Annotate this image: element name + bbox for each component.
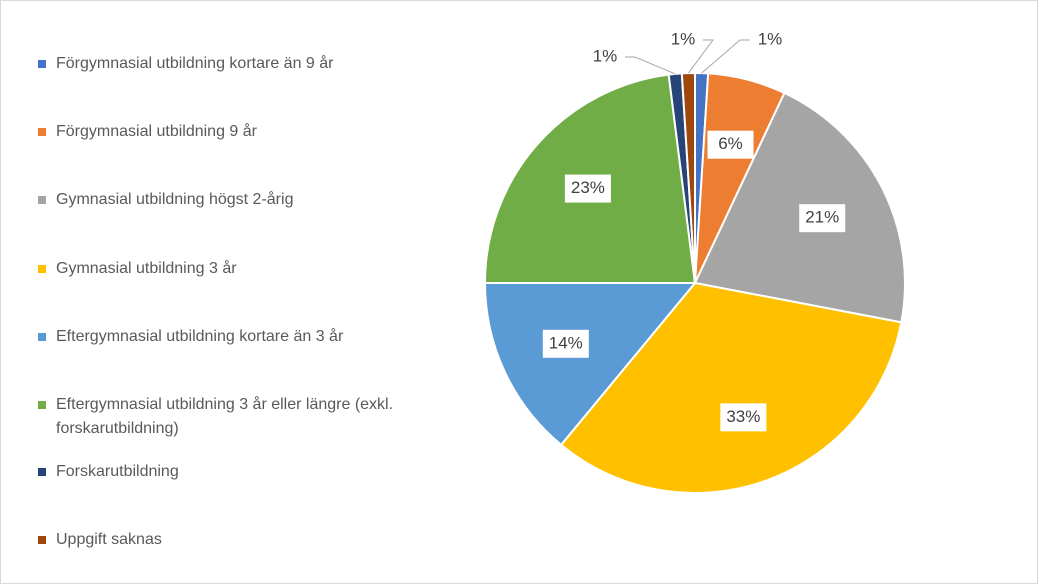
leader-line [625, 56, 676, 75]
label-box [799, 204, 846, 233]
legend-item: Eftergymnasial utbildning 3 år eller län… [38, 393, 401, 441]
legend-label: Eftergymnasial utbildning 3 år eller län… [56, 396, 394, 437]
legend-item: Eftergymnasial utbildning kortare än 3 å… [38, 325, 401, 349]
pie-slice [680, 71, 696, 284]
legend-label: Uppgift saknas [56, 531, 162, 548]
legend-swatch [38, 128, 46, 136]
legend-item: Uppgift saknas [38, 528, 401, 552]
data-label: 33% [726, 407, 760, 426]
legend-label: Eftergymnasial utbildning kortare än 3 å… [56, 328, 344, 345]
pie-slice [559, 281, 903, 494]
legend-swatch [38, 196, 46, 204]
legend-item: Förgymnasial utbildning 9 år [38, 120, 401, 144]
legend-label: Gymnasial utbildning 3 år [56, 260, 237, 277]
label-box [707, 130, 754, 159]
label-box [564, 174, 611, 203]
data-label: 1% [593, 46, 618, 65]
data-label: 14% [549, 333, 583, 352]
legend-label: Gymnasial utbildning högst 2-årig [56, 191, 294, 208]
label-box [542, 329, 589, 358]
data-label: 1% [758, 29, 783, 48]
legend-swatch [38, 536, 46, 544]
legend-swatch [38, 333, 46, 341]
label-box [720, 403, 767, 432]
leader-line [688, 39, 714, 74]
legend-swatch [38, 60, 46, 68]
legend-swatch [38, 401, 46, 409]
legend-item: Gymnasial utbildning 3 år [38, 257, 401, 281]
legend-label: Förgymnasial utbildning 9 år [56, 123, 257, 140]
legend-label: Förgymnasial utbildning kortare än 9 år [56, 55, 334, 72]
leader-line [701, 39, 750, 74]
data-label: 21% [805, 208, 839, 227]
legend-label: Forskarutbildning [56, 463, 179, 480]
legend-item: Gymnasial utbildning högst 2-årig [38, 188, 401, 212]
data-label: 23% [571, 178, 605, 197]
legend-item: Förgymnasial utbildning kortare än 9 år [38, 52, 401, 76]
data-label: 6% [718, 134, 743, 153]
pie-slice [483, 282, 698, 447]
legend-item: Forskarutbildning [38, 460, 401, 484]
legend-swatch [38, 265, 46, 273]
legend-swatch [38, 468, 46, 476]
data-label: 1% [671, 29, 696, 48]
